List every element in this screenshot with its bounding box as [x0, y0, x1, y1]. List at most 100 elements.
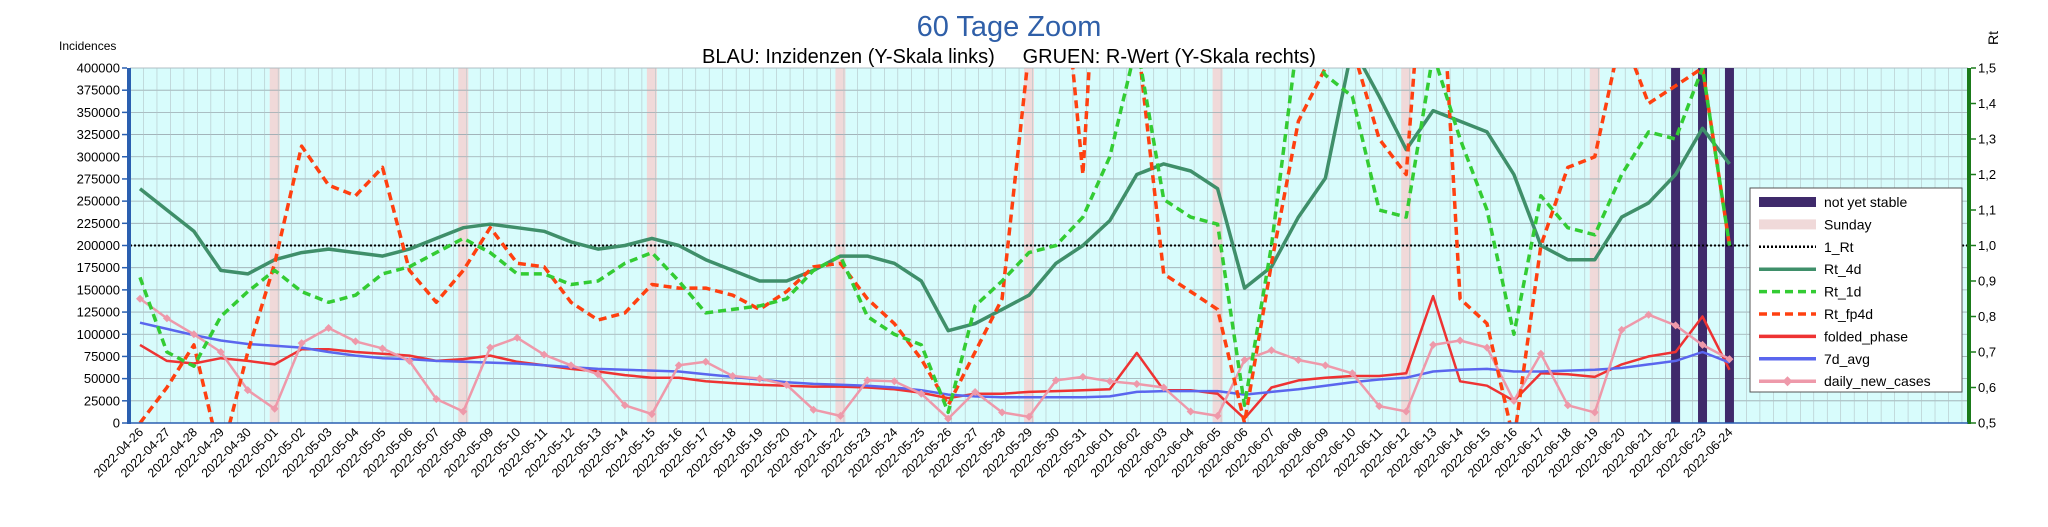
series-point-daily-new-cases [998, 408, 1007, 417]
legend-label: 7d_avg [1824, 351, 1870, 367]
series-point-daily-new-cases [1429, 340, 1438, 349]
y-left-tick-label: 375000 [77, 83, 120, 98]
y-left-tick-label: 0 [113, 416, 120, 431]
legend-label: 1_Rt [1824, 239, 1854, 255]
y-left-tick-label: 150000 [77, 282, 120, 297]
series-point-daily-new-cases [647, 410, 656, 419]
series-point-daily-new-cases [459, 407, 468, 416]
y-right-axis [1967, 68, 1971, 424]
series-point-daily-new-cases [1321, 361, 1330, 370]
legend-label: Rt_fp4d [1824, 306, 1873, 322]
series-point-daily-new-cases [1105, 377, 1114, 386]
series-point-daily-new-cases [1509, 396, 1518, 405]
series-point-daily-new-cases [351, 337, 360, 346]
y-left-tick-label: 100000 [77, 327, 120, 342]
series-point-daily-new-cases [540, 350, 549, 359]
y-right-tick-label: 1,4 [1978, 96, 1996, 111]
series-point-daily-new-cases [189, 330, 198, 339]
y-right-label: Rt [1985, 31, 2001, 45]
y-left-tick-label: 250000 [77, 194, 120, 209]
series-lines [136, 68, 1734, 423]
y-right-tick-label: 0,6 [1978, 380, 1996, 395]
series-point-daily-new-cases [782, 380, 791, 389]
y-right-tick-label: 0,8 [1978, 309, 1996, 324]
series-line-Rt-1d [138, 68, 1732, 415]
series-point-daily-new-cases [755, 374, 764, 383]
series-point-daily-new-cases [1051, 376, 1060, 385]
series-line-folded-phase [139, 294, 1731, 420]
legend: not yet stable Sunday 1_Rt Rt_4d Rt_1d Rt_fp4… [1749, 187, 1963, 393]
series-point-daily-new-cases [1456, 336, 1465, 345]
series-point-daily-new-cases [270, 404, 279, 413]
y-left-ticks: 0 25000 50000 75000 100000 125000 150000 175000… [77, 61, 127, 431]
series-point-daily-new-cases [324, 324, 333, 333]
series-point-daily-new-cases [1725, 355, 1734, 364]
series-point-daily-new-cases [863, 376, 872, 385]
series-line-Rt-fp4d [138, 68, 1732, 423]
series-point-daily-new-cases [1536, 349, 1545, 358]
y-left-tick-label: 400000 [77, 61, 120, 76]
y-left-tick-label: 275000 [77, 171, 120, 186]
chart-subtitle: BLAU: Inzidenzen (Y-Skala links) GRUEN: … [702, 46, 1316, 68]
y-left-tick-label: 125000 [77, 305, 120, 320]
y-left-tick-label: 300000 [77, 149, 120, 164]
series-point-daily-new-cases [432, 395, 441, 404]
y-right-tick-label: 1,5 [1978, 61, 1996, 76]
series-point-daily-new-cases [701, 357, 710, 366]
series-point-daily-new-cases [1483, 343, 1491, 352]
series-point-daily-new-cases [1402, 407, 1411, 416]
y-left-tick-label: 50000 [84, 371, 120, 386]
legend-marker [1782, 376, 1793, 387]
series-point-daily-new-cases [1375, 402, 1384, 411]
y-right-tick-label: 0,9 [1978, 274, 1996, 289]
legend-label: Sunday [1824, 216, 1871, 232]
y-left-tick-label: 325000 [77, 127, 120, 142]
series-point-daily-new-cases [1025, 412, 1034, 421]
y-right-tick-label: 1,2 [1978, 167, 1996, 182]
series-point-daily-new-cases [917, 389, 926, 398]
y-right-ticks: 0,5 0,6 0,7 0,8 0,9 1,0 1,1 1,2 1,3 1,4 1,5 [1971, 61, 1996, 431]
legend-label: not yet stable [1824, 194, 1907, 210]
series-point-daily-new-cases [836, 411, 845, 420]
series-point-daily-new-cases [1294, 355, 1303, 364]
series-point-daily-new-cases [620, 401, 629, 410]
legend-label: folded_phase [1824, 328, 1908, 344]
y-right-tick-label: 0,7 [1978, 345, 1996, 360]
legend-label: daily_new_cases [1824, 373, 1931, 389]
series-point-daily-new-cases [971, 387, 980, 396]
y-right-tick-label: 1,0 [1978, 238, 1996, 253]
series-point-daily-new-cases [1563, 401, 1572, 410]
y-left-tick-label: 200000 [77, 238, 120, 253]
y-right-tick-label: 1,1 [1978, 203, 1996, 218]
series-line-daily-new-cases [139, 297, 1731, 420]
series-point-daily-new-cases [297, 339, 306, 348]
series-point-daily-new-cases [216, 348, 225, 356]
series-point-daily-new-cases [513, 333, 522, 342]
y-right-tick-label: 0,5 [1978, 416, 1996, 431]
series-point-daily-new-cases [1698, 340, 1707, 349]
y-left-tick-label: 350000 [77, 105, 120, 120]
legend-label: Rt_4d [1824, 261, 1861, 277]
series-point-daily-new-cases [378, 344, 387, 353]
y-left-tick-label: 75000 [84, 349, 120, 364]
series-point-daily-new-cases [1590, 408, 1599, 417]
y-left-label: Incidences [59, 39, 116, 53]
series-point-daily-new-cases [1617, 325, 1626, 334]
y-right-tick-label: 1,3 [1978, 132, 1996, 147]
series-point-daily-new-cases [1671, 321, 1680, 330]
axes [127, 68, 1971, 424]
series-point-daily-new-cases [890, 377, 899, 386]
legend-label: Rt_1d [1824, 284, 1861, 300]
series-point-daily-new-cases [674, 361, 683, 370]
legend-swatch [1759, 219, 1816, 230]
legend-swatch [1759, 197, 1816, 207]
chart-title: 60 Tage Zoom [917, 11, 1102, 43]
series-point-daily-new-cases [1213, 411, 1222, 420]
series-point-daily-new-cases [728, 371, 737, 380]
series-point-daily-new-cases [1348, 369, 1357, 378]
y-left-axis [127, 68, 131, 424]
series-point-daily-new-cases [1267, 346, 1276, 355]
y-left-tick-label: 25000 [84, 393, 120, 408]
series-point-daily-new-cases [593, 370, 602, 379]
